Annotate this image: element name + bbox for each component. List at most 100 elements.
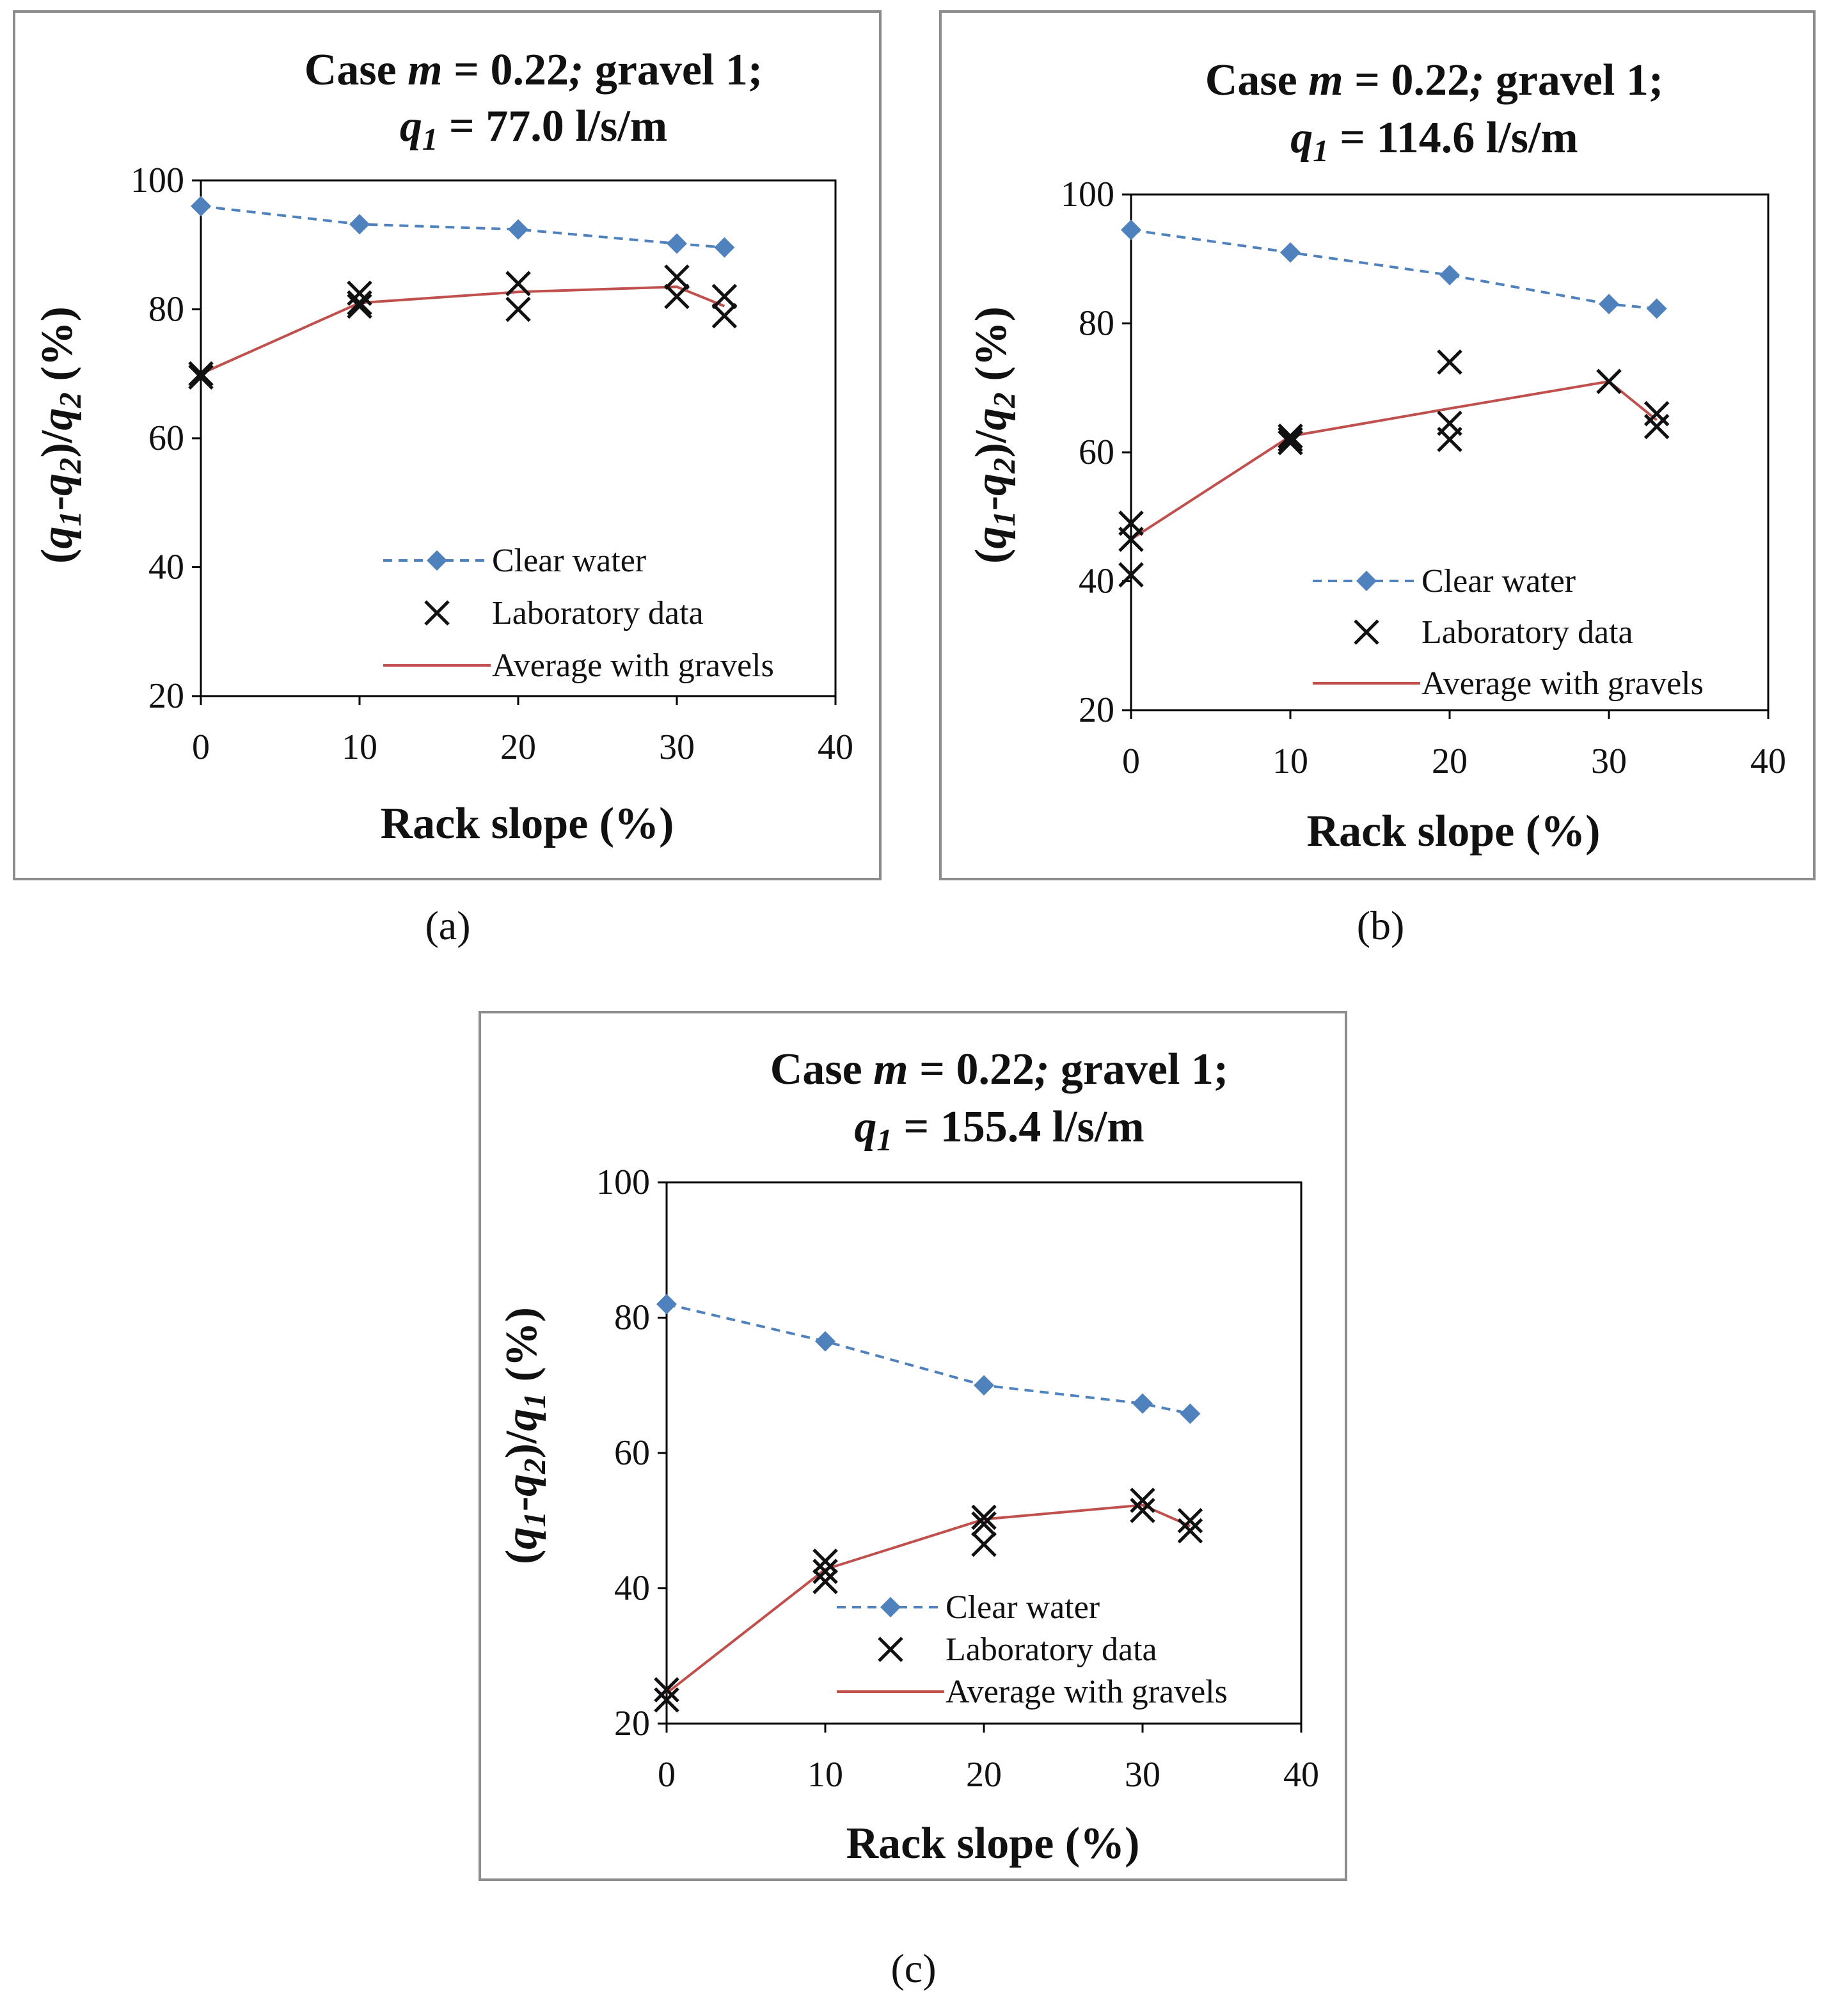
- lab-data-point: [1118, 527, 1144, 552]
- legend-clear-water-label: Clear water: [492, 543, 646, 579]
- y-axis-label-part: (%): [33, 306, 82, 392]
- lab-data-point: [1596, 369, 1622, 394]
- y-tick-label: 40: [148, 548, 184, 587]
- y-axis-label-part: 1: [986, 511, 1022, 527]
- lab-data-point: [1177, 1518, 1203, 1544]
- clear-water-point: [656, 1294, 677, 1315]
- lab-data-point-stroke-2: [1118, 527, 1144, 552]
- lab-data-point-stroke-2: [188, 361, 214, 387]
- y-axis-label-part: 1: [517, 1393, 552, 1409]
- x-tick-label: 0: [192, 727, 210, 767]
- series-clear-water-line: [200, 205, 725, 249]
- lab-data-point: [711, 303, 738, 329]
- y-axis-label: (q1-q2)/q2 (%): [33, 306, 88, 564]
- lab-data-point-stroke-2: [1437, 349, 1462, 375]
- chart-title-line2: q1 = 155.4 l/s/m: [854, 1102, 1144, 1157]
- y-tick-label: 60: [148, 418, 184, 458]
- lab-data-point-stroke-2: [1437, 427, 1462, 452]
- clear-water-point: [1599, 294, 1619, 315]
- x-tick-label: 40: [818, 727, 853, 767]
- lab-data-point: [347, 280, 372, 306]
- x-tick-label: 10: [807, 1755, 843, 1795]
- y-axis-label-part: (: [33, 549, 82, 564]
- chart-title-part: q: [1290, 113, 1313, 163]
- lab-data-point: [812, 1569, 838, 1594]
- lab-data-point-stroke-2: [664, 283, 690, 310]
- y-axis-label-part: q: [33, 527, 82, 549]
- legend-average-label: Average with gravels: [492, 647, 774, 684]
- legend: Clear water Laboratory data Average with g…: [1313, 563, 1704, 702]
- chart-title-line1: Case m = 0.22; gravel 1;: [770, 1045, 1228, 1094]
- y-tick-label: 20: [1079, 690, 1114, 730]
- legend-lab-data-marker-stroke-2: [424, 600, 450, 626]
- lab-data-point-stroke-2: [971, 1511, 997, 1537]
- y-axis-label-part: q: [497, 1474, 546, 1496]
- chart-title-part: = 77.0 l/s/m: [438, 102, 667, 151]
- legend-lab-data-label: Laboratory data: [946, 1631, 1157, 1668]
- clear-water-point: [508, 219, 528, 240]
- y-axis-label-part: 2: [52, 457, 88, 474]
- lab-data-point-stroke-2: [664, 264, 690, 290]
- y-axis-label-part: 2: [517, 1458, 552, 1475]
- lab-data-point: [347, 293, 372, 319]
- legend-lab-data-marker: [1354, 619, 1379, 645]
- caption-a: (a): [425, 903, 471, 948]
- y-axis-label-part: q: [497, 1409, 546, 1431]
- lab-data-point-stroke-2: [1596, 369, 1622, 394]
- y-tick-label: 60: [1079, 433, 1114, 472]
- chart-title-part: = 155.4 l/s/m: [892, 1102, 1144, 1152]
- lab-data-point: [1278, 430, 1303, 456]
- legend: Clear water Laboratory data Average with g…: [837, 1589, 1228, 1710]
- lab-data-point: [1130, 1488, 1155, 1513]
- lab-data-point-stroke-2: [812, 1548, 838, 1574]
- y-axis-label-part: )/: [497, 1430, 546, 1458]
- y-axis-label-part: q: [967, 473, 1016, 496]
- chart-b-svg: Case m = 0.22; gravel 1;q1 = 114.6 l/s/m…: [967, 56, 1786, 856]
- legend-clear-water-label: Clear water: [1421, 563, 1576, 599]
- y-axis-label-part: 1: [52, 511, 88, 527]
- chart-title-part: = 0.22: [1343, 56, 1469, 105]
- lab-data-point-stroke-2: [1118, 562, 1144, 588]
- x-tick-label: 10: [342, 727, 377, 767]
- lab-data-point: [1643, 413, 1670, 440]
- y-axis-label-part: )/: [33, 429, 82, 457]
- clear-water-point: [667, 233, 687, 254]
- y-axis-label-part: -: [967, 496, 1016, 511]
- x-axis-label: Rack slope (%): [1307, 807, 1601, 856]
- chart-title-part: Case: [770, 1045, 873, 1094]
- clear-water-point: [349, 214, 370, 235]
- y-tick-label: 40: [614, 1569, 650, 1608]
- lab-data-point: [812, 1548, 838, 1574]
- y-axis-label-part: q: [967, 408, 1016, 431]
- chart-title-part: = 0.22: [443, 45, 569, 95]
- legend-clear-water-label: Clear water: [946, 1589, 1100, 1626]
- x-axis-label: Rack slope (%): [381, 799, 674, 848]
- y-axis-label-part: q: [967, 527, 1016, 549]
- y-axis-label: (q1-q2)/q2 (%): [967, 306, 1022, 564]
- lab-data-point-stroke-2: [812, 1559, 838, 1584]
- lab-data-point-stroke-2: [347, 280, 372, 306]
- lab-data-point-stroke-2: [971, 1531, 997, 1557]
- y-tick-label: 80: [614, 1298, 650, 1338]
- lab-data-point: [664, 264, 690, 290]
- y-axis-label-part: (%): [497, 1307, 546, 1393]
- chart-title-part: = 0.22: [908, 1045, 1034, 1094]
- y-axis-label-part: -: [33, 496, 82, 511]
- chart-title-part: gravel 1;: [583, 45, 763, 95]
- lab-data-point-stroke-2: [1130, 1488, 1155, 1513]
- y-tick-label: 20: [614, 1704, 650, 1743]
- y-axis-label-part: (: [497, 1550, 546, 1564]
- lab-data-point-stroke-2: [1278, 430, 1303, 456]
- lab-data-point: [505, 296, 531, 322]
- chart-title-line1: Case m = 0.22; gravel 1;: [1205, 56, 1663, 105]
- x-tick-label: 30: [1591, 742, 1627, 781]
- lab-data-point: [1177, 1507, 1203, 1534]
- legend-average-label: Average with gravels: [946, 1674, 1228, 1710]
- x-axis-label: Rack slope (%): [846, 1819, 1140, 1868]
- y-axis-label-part: 2: [52, 392, 88, 409]
- lab-data-point: [347, 290, 372, 316]
- chart-title-part: q: [400, 102, 422, 151]
- y-axis-label-part: -: [497, 1496, 546, 1511]
- legend-average-label: Average with gravels: [1421, 665, 1704, 702]
- lab-data-point: [812, 1559, 838, 1584]
